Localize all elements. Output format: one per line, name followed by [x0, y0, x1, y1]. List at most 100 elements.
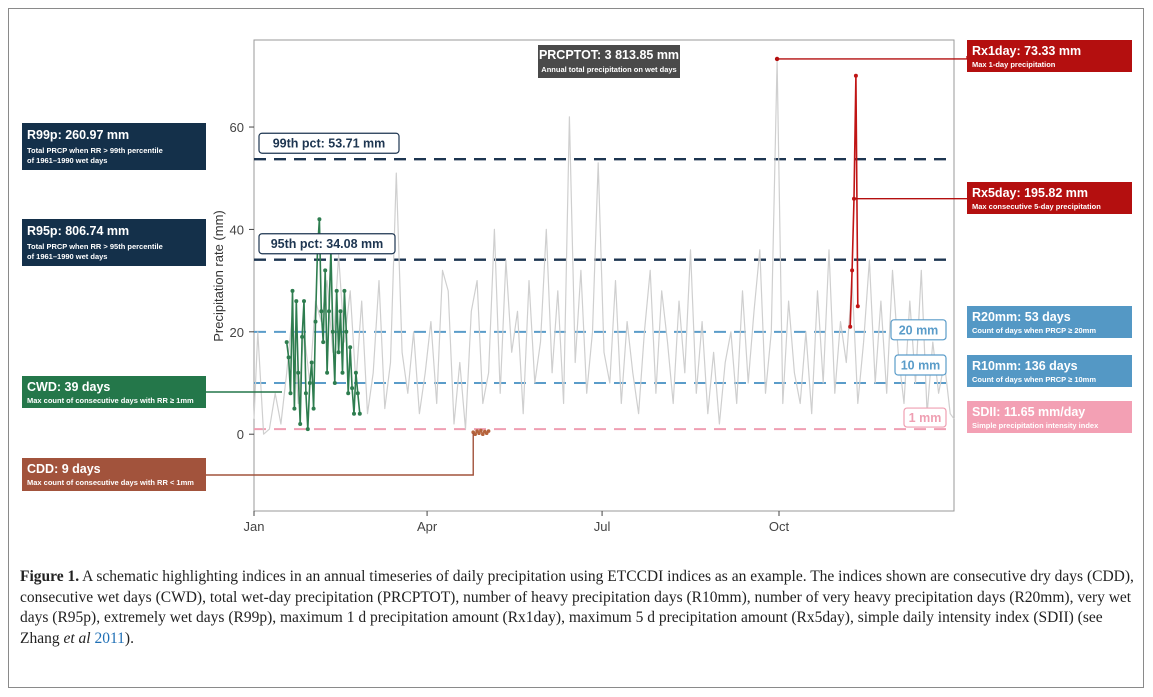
rx5day-box — [967, 182, 1132, 214]
x-tick-label: Jul — [594, 519, 611, 534]
y-tick-label: 40 — [230, 222, 244, 237]
x-tick-label: Apr — [417, 519, 438, 534]
rx1day-connector — [777, 56, 968, 60]
series-cwd-spell-point — [311, 406, 316, 411]
r10mm-subtitle: Count of days when PRCP ≥ 10mm — [972, 375, 1096, 384]
precipitation-chart: 0 20 40 60 Jan Apr Jul Oct PRCPTOT: 3 813.85 mm… — [22, 39, 1132, 534]
plot-panel — [253, 39, 955, 512]
rx1day-box — [967, 40, 1132, 72]
cwd-box — [22, 376, 206, 408]
ref-10-label: 10 mm — [901, 359, 941, 373]
prcptot-subtitle: Annual total precipitation on wet days — [541, 65, 676, 74]
series-cwd-spell-point — [327, 309, 331, 314]
ref-20-label-box — [890, 319, 947, 341]
series-cwd-spell-point — [336, 350, 341, 355]
ref-20-label: 20 mm — [899, 323, 939, 337]
r99p-subtitle: Total PRCP when RR > 99th percentile — [27, 146, 163, 155]
r99p-subtitle: of 1961–1990 wet days — [27, 156, 107, 165]
series-cwd-spell-point — [296, 370, 301, 375]
cdd-subtitle: Max count of consecutive days with RR < … — [27, 478, 194, 487]
cwd-title: CWD: 39 days — [27, 380, 110, 394]
ref-99-label: 99th pct: 53.71 mm — [273, 137, 386, 151]
y-axis-label: Precipitation rate (mm) — [211, 210, 226, 341]
series-cwd-spell-point — [321, 340, 326, 345]
citation-link[interactable]: 2011 — [94, 629, 125, 647]
caption-etal: et al — [63, 629, 91, 647]
r95p-title: R95p: 806.74 mm — [27, 224, 129, 238]
r95p-box — [22, 219, 206, 266]
r99p-title: R99p: 260.97 mm — [27, 128, 129, 142]
caption-label: Figure 1. — [20, 568, 80, 585]
sdii-title: SDII: 11.65 mm/day — [972, 405, 1085, 419]
series-cwd-spell-point — [298, 422, 303, 426]
series-cwd-spell-point — [313, 319, 318, 324]
series-cwd-spell-point — [332, 381, 337, 385]
rx1day-point — [774, 56, 780, 62]
prcptot-title: PRCPTOT: 3 813.85 mm — [539, 48, 679, 62]
series-cwd-spell-point — [350, 386, 355, 391]
series-cwd-spell-point — [348, 345, 353, 350]
series-cdd-spell-point — [477, 431, 481, 436]
r10mm-box — [967, 355, 1132, 387]
r20mm-subtitle: Count of days when PRCP ≥ 20mm — [972, 326, 1096, 335]
series-rx5day-point — [850, 268, 855, 273]
ref-1-label: 1 mm — [909, 411, 942, 425]
rx5day-subtitle: Max consecutive 5-day precipitation — [972, 202, 1101, 211]
series-cwd-spell-point — [305, 427, 310, 432]
r20mm-title: R20mm: 53 days — [972, 310, 1071, 324]
cdd-box — [22, 458, 206, 491]
r95p-subtitle: Total PRCP when RR > 95th percentile — [27, 242, 163, 251]
series-cwd-spell-point — [340, 370, 345, 375]
series-cwd-spell-point — [317, 217, 322, 222]
series-cwd-spell-point — [319, 309, 324, 314]
series-cdd-spell-point — [486, 429, 491, 433]
r95p-subtitle: of 1961–1990 wet days — [27, 252, 107, 261]
cdd-connector — [206, 433, 474, 476]
r20mm-box — [967, 306, 1132, 338]
series-cwd-spell-point — [323, 268, 328, 273]
series-rx5day-point — [855, 304, 860, 309]
figure-caption: Figure 1. A schematic highlighting indic… — [20, 567, 1135, 649]
series-cwd-spell-point — [290, 288, 295, 293]
ref-1-label-box — [903, 407, 947, 428]
series-cwd-spell-point — [330, 329, 335, 334]
series-cwd-spell-point — [342, 288, 347, 293]
rx5day-title: Rx5day: 195.82 mm — [972, 186, 1088, 200]
rx1day-title: Rx1day: 73.33 mm — [972, 44, 1081, 58]
ref-95-label-box — [258, 233, 396, 255]
series-daily-precipitation — [253, 59, 955, 435]
series-cwd-spell-point — [353, 370, 358, 375]
series-cwd-spell-point — [284, 340, 289, 345]
sdii-box — [967, 401, 1132, 433]
series-cwd-spell-point — [355, 391, 360, 396]
series-cwd-spell-point — [346, 391, 351, 396]
ref-99-label-box — [258, 132, 400, 154]
series-cwd-spell-point — [303, 391, 308, 396]
y-tick-label: 0 — [237, 427, 244, 442]
series-cwd-spell-point — [307, 381, 312, 385]
series-rx5day-point — [853, 73, 858, 78]
caption-text: A schematic highlighting indices in an a… — [20, 568, 1134, 647]
series-cwd-spell-point — [344, 329, 349, 334]
series-cdd-spell-point — [481, 432, 485, 437]
series-cwd-spell-point — [300, 334, 305, 339]
cdd-title: CDD: 9 days — [27, 462, 101, 476]
sdii-subtitle: Simple precipitation intensity index — [972, 421, 1099, 430]
y-tick-label: 20 — [230, 325, 244, 340]
r10mm-title: R10mm: 136 days — [972, 359, 1078, 373]
x-tick-label: Oct — [769, 519, 790, 534]
series-cwd-spell-point — [286, 355, 291, 360]
series-rx5day-point — [848, 324, 853, 329]
x-tick-label: Jan — [244, 519, 265, 534]
ref-10-label-box — [894, 354, 947, 376]
y-tick-label: 60 — [230, 120, 244, 135]
series-cwd-spell-point — [325, 370, 330, 375]
caption-end: ). — [124, 629, 134, 647]
r99p-box — [22, 123, 206, 170]
series-cwd-spell-point — [292, 406, 297, 411]
series-cwd-spell-point — [338, 309, 343, 314]
rx1day-subtitle: Max 1-day precipitation — [972, 60, 1056, 69]
series-cwd-spell-point — [309, 360, 314, 365]
series-cwd-spell-point — [352, 411, 356, 416]
series-cwd-spell-point — [357, 411, 362, 416]
